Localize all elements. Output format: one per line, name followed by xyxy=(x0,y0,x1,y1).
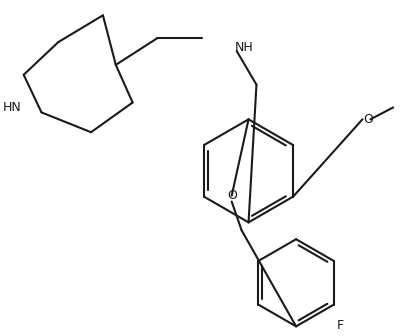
Text: O: O xyxy=(227,189,237,202)
Text: O: O xyxy=(363,113,373,126)
Text: HN: HN xyxy=(3,101,22,114)
Text: F: F xyxy=(337,320,344,332)
Text: NH: NH xyxy=(235,41,254,53)
